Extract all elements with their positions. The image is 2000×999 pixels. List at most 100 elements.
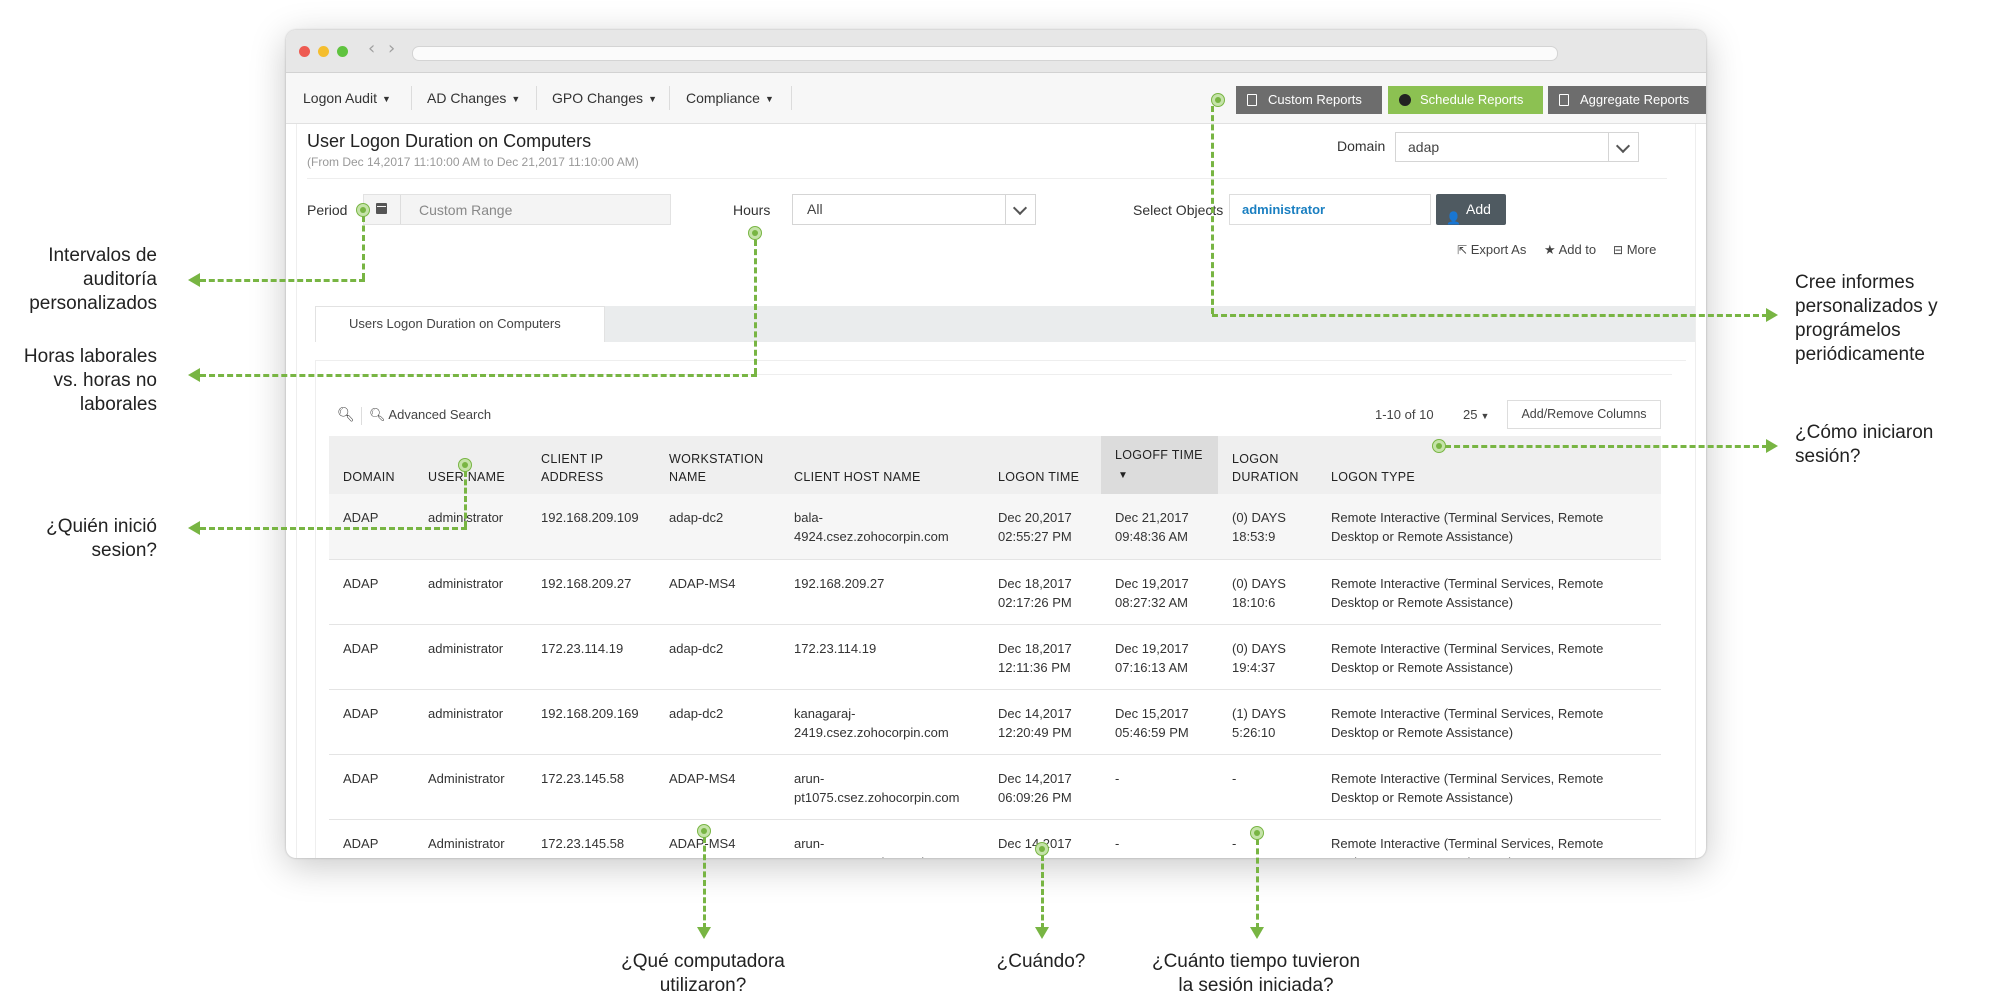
cell-workstation: ADAP-MS4 — [655, 559, 780, 625]
cell-logon-duration: (0) DAYS 18:53:9 — [1218, 494, 1317, 560]
cell-logon-type: Remote Interactive (Terminal Services, R… — [1317, 624, 1661, 690]
cell-workstation: adap-dc2 — [655, 494, 780, 560]
cell-logon-duration: (0) DAYS 19:4:37 — [1218, 624, 1317, 690]
back-arrow-icon[interactable]: ‹ — [368, 38, 376, 59]
button-label: Schedule Reports — [1420, 92, 1524, 107]
export-as-button[interactable]: ⇱ Export As — [1457, 242, 1526, 257]
aggregate-reports-button[interactable]: Aggregate Reports — [1548, 86, 1706, 114]
annotation-how: ¿Cómo iniciaron sesión? — [1795, 422, 1934, 467]
add-to-label: Add to — [1558, 242, 1597, 257]
column-header-logon-duration[interactable]: LOGON DURATION — [1218, 436, 1317, 494]
chevron-down-icon — [1005, 195, 1035, 224]
table-row[interactable]: ADAP administrator 192.168.209.109 adap-dc2… — [329, 494, 1661, 560]
minimize-window-dot[interactable] — [318, 46, 329, 57]
column-header-logoff-time[interactable]: LOGOFF TIME ▼ — [1101, 436, 1218, 494]
cell-logoff-time: - — [1101, 819, 1218, 858]
cell-logon-type: Remote Interactive (Terminal Services, R… — [1317, 754, 1661, 820]
advanced-search-button[interactable]: 🔍︎ Advanced Search — [369, 407, 491, 423]
column-header-workstation[interactable]: WORKSTATION NAME — [655, 436, 780, 494]
cell-domain: ADAP — [329, 624, 414, 690]
menu-bar: Logon Audit ▼ AD Changes ▼ GPO Changes ▼ Co… — [286, 73, 1706, 124]
annotation-when: ¿Cuándo? — [996, 951, 1086, 972]
column-header-logon-time[interactable]: LOGON TIME — [984, 436, 1101, 494]
forward-arrow-icon[interactable]: › — [388, 38, 396, 59]
cell-logon-duration: - — [1218, 819, 1317, 858]
domain-value: adap — [1408, 139, 1440, 155]
star-icon: ★ — [1544, 243, 1556, 258]
maximize-window-dot[interactable] — [337, 46, 348, 57]
cell-user-name: Administrator — [414, 819, 527, 858]
title-bar: ‹ › — [286, 30, 1706, 73]
table-row[interactable]: ADAP Administrator 172.23.145.58 ADAP-MS4 ar… — [329, 819, 1661, 858]
menu-divider — [791, 86, 792, 110]
cell-client-ip: 192.168.209.169 — [527, 689, 655, 755]
cell-logon-duration: (1) DAYS 5:26:10 — [1218, 689, 1317, 755]
menu-label: Logon Audit — [303, 90, 377, 106]
button-label: Add — [1466, 201, 1491, 217]
cell-client-ip: 192.168.209.109 — [527, 494, 655, 560]
menu-divider — [669, 86, 670, 110]
search-icon[interactable]: 🔍︎ — [337, 407, 355, 423]
page-size-select[interactable]: 25 ▼ — [1463, 407, 1489, 422]
cell-domain: ADAP — [329, 819, 414, 858]
cell-logoff-time: Dec 19,2017 08:27:32 AM — [1101, 559, 1218, 625]
button-label: Custom Reports — [1268, 92, 1362, 107]
page-size-value: 25 — [1463, 407, 1478, 422]
arrow-right-icon — [1766, 439, 1778, 453]
cell-client-host: arun-pt1075.csez.zohocorpin.com — [780, 754, 984, 820]
select-objects-input[interactable]: administrator — [1229, 194, 1431, 225]
add-button[interactable]: 👤 Add — [1436, 194, 1506, 225]
period-value: Custom Range — [419, 202, 513, 218]
cell-client-host: bala-4924.csez.zohocorpin.com — [780, 494, 984, 560]
period-input[interactable]: Custom Range — [363, 194, 671, 225]
cell-domain: ADAP — [329, 494, 414, 560]
table-row[interactable]: ADAP administrator 192.168.209.169 adap-dc2… — [329, 689, 1661, 755]
table-row[interactable]: ADAP Administrator 172.23.145.58 ADAP-MS4 ar… — [329, 754, 1661, 820]
hours-marker — [748, 226, 762, 240]
more-button[interactable]: ⊟ More — [1613, 242, 1656, 257]
column-header-domain[interactable]: DOMAIN — [329, 436, 414, 494]
arrow-down-icon — [1250, 927, 1264, 939]
hours-label: Hours — [733, 202, 771, 218]
calendar-icon — [364, 195, 401, 224]
cell-user-name: administrator — [414, 689, 527, 755]
hours-select[interactable]: All — [792, 194, 1036, 225]
menu-logon-audit[interactable]: Logon Audit ▼ — [303, 73, 407, 123]
cell-domain: ADAP — [329, 754, 414, 820]
custom-reports-button[interactable]: Custom Reports — [1236, 86, 1382, 114]
cell-logon-time: Dec 14,2017 07:17:09 PM — [984, 819, 1101, 858]
menu-ad-changes[interactable]: AD Changes ▼ — [427, 73, 536, 123]
cell-client-ip: 172.23.114.19 — [527, 624, 655, 690]
advanced-search-label: Advanced Search — [388, 407, 492, 422]
sort-descending-icon: ▼ — [1118, 470, 1129, 481]
report-icon — [1247, 94, 1257, 106]
cell-client-host: 172.23.114.19 — [780, 624, 984, 690]
add-remove-columns-button[interactable]: Add/Remove Columns — [1507, 400, 1661, 429]
cell-logoff-time: Dec 15,2017 05:46:59 PM — [1101, 689, 1218, 755]
export-as-label: Export As — [1470, 242, 1527, 257]
divider — [307, 178, 1667, 179]
domain-select[interactable]: adap — [1395, 132, 1639, 162]
more-label: More — [1626, 242, 1657, 257]
cell-client-host: kanagaraj-2419.csez.zohocorpin.com — [780, 689, 984, 755]
cell-workstation: adap-dc2 — [655, 624, 780, 690]
close-window-dot[interactable] — [299, 46, 310, 57]
arrow-left-icon — [188, 521, 200, 535]
schedule-marker — [1211, 93, 1225, 107]
column-header-client-ip[interactable]: CLIENT IP ADDRESS — [527, 436, 655, 494]
annotation-reports: Cree informes personalizados y prográmelos… — [1795, 272, 1938, 365]
address-bar[interactable] — [412, 46, 1558, 61]
export-icon: ⇱ — [1457, 243, 1468, 257]
cell-logoff-time: Dec 21,2017 09:48:36 AM — [1101, 494, 1218, 560]
table-row[interactable]: ADAP administrator 192.168.209.27 ADAP-MS4 1… — [329, 559, 1661, 625]
logon-time-marker — [1035, 842, 1049, 856]
menu-gpo-changes[interactable]: GPO Changes ▼ — [552, 73, 673, 123]
column-header-client-host[interactable]: CLIENT HOST NAME — [780, 436, 984, 494]
table-row[interactable]: ADAP administrator 172.23.114.19 adap-dc2 17… — [329, 624, 1661, 690]
tab-users-logon-duration[interactable]: Users Logon Duration on Computers — [315, 306, 605, 342]
caret-down-icon: ▼ — [1480, 411, 1490, 421]
menu-compliance[interactable]: Compliance ▼ — [686, 73, 790, 123]
schedule-reports-button[interactable]: Schedule Reports — [1388, 86, 1543, 114]
menu-label: AD Changes — [427, 90, 507, 106]
add-to-button[interactable]: ★ Add to — [1544, 242, 1596, 258]
